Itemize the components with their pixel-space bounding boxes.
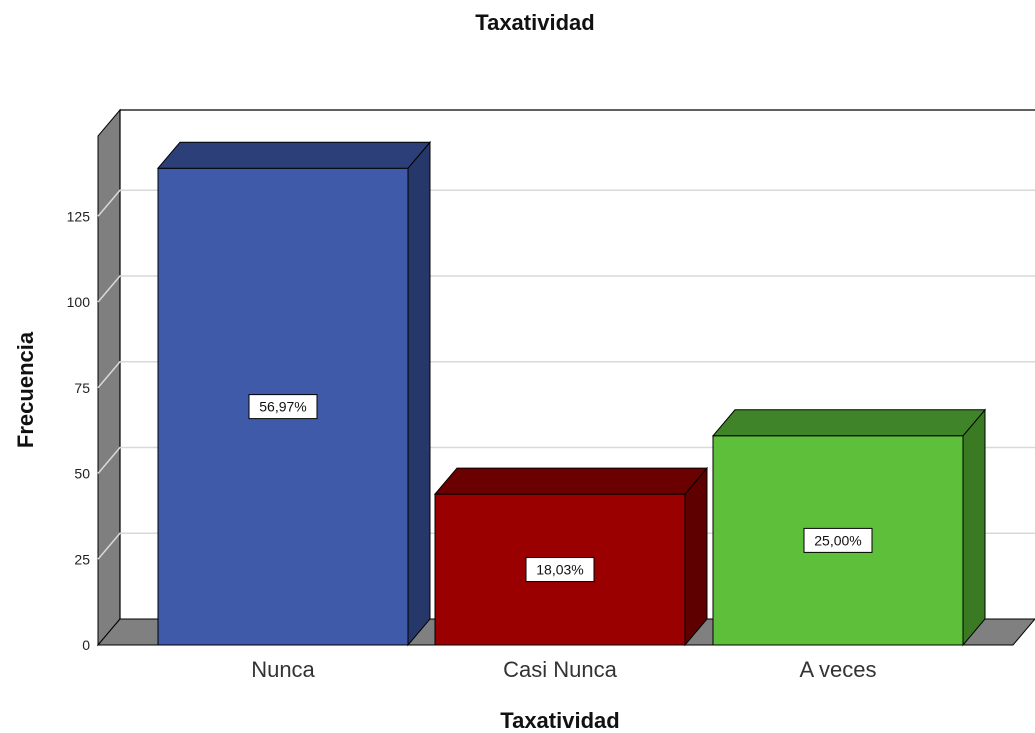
bar-top: [433, 467, 709, 495]
bar-side: [962, 408, 986, 647]
data-label: 18,03%: [536, 562, 583, 578]
bar-top: [156, 141, 432, 169]
data-label: 25,00%: [814, 532, 861, 548]
x-category-label: A veces: [799, 657, 876, 682]
x-axis-label: Taxatividad: [500, 708, 619, 733]
bar-side: [407, 140, 431, 647]
y-tick-label: 125: [67, 208, 91, 224]
bar-side: [684, 466, 708, 647]
back-wall-edge: [119, 109, 1035, 619]
y-tick-label: 25: [74, 551, 90, 567]
y-tick-label: 100: [67, 294, 91, 310]
data-label: 56,97%: [259, 399, 306, 415]
y-axis-label: Frecuencia: [13, 331, 38, 448]
y-axis-ticks: 0 25 50 75 100 125: [67, 208, 91, 653]
gridline: [97, 275, 1035, 303]
left-side-wall: [97, 108, 121, 647]
y-tick-label: 0: [82, 637, 90, 653]
y-tick-label: 75: [74, 380, 90, 396]
data-label-box: [525, 557, 595, 583]
data-label-box: [248, 394, 318, 420]
x-category-label: Nunca: [251, 657, 315, 682]
y-tick-label: 50: [74, 466, 90, 482]
bar-top: [711, 409, 987, 437]
chart-title: Taxatividad: [475, 10, 594, 35]
x-axis-categories: Nunca Casi Nunca A veces: [251, 657, 876, 682]
gridline: [97, 189, 1035, 217]
x-category-label: Casi Nunca: [503, 657, 617, 682]
data-label-box: [803, 527, 873, 553]
data-labels: 56,97% 18,03% 25,00%: [248, 394, 873, 583]
gridline: [97, 361, 1035, 389]
